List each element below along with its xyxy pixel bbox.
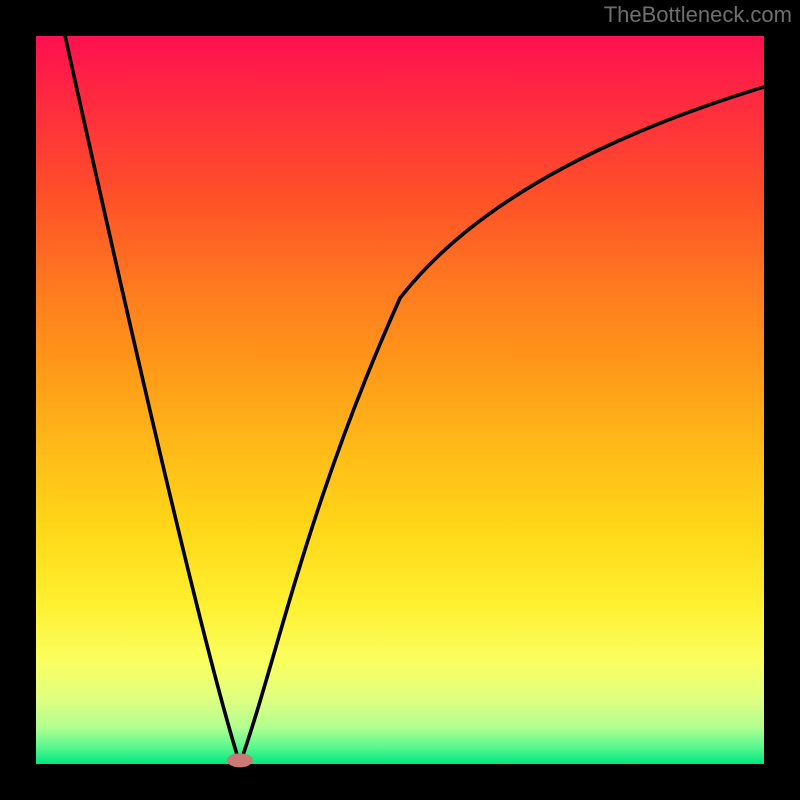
watermark-text: TheBottleneck.com (604, 2, 792, 28)
dip-marker (227, 753, 253, 767)
plot-background (36, 36, 764, 764)
v-curve-chart (0, 0, 800, 800)
chart-container: TheBottleneck.com (0, 0, 800, 800)
